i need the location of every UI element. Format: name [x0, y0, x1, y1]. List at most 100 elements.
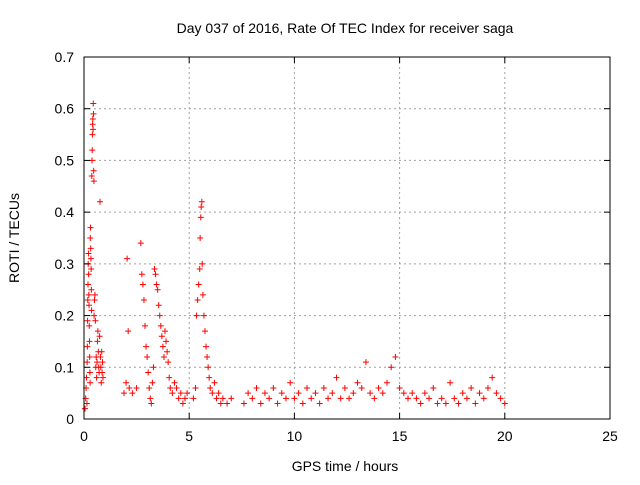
- data-point: [215, 390, 222, 397]
- x-tick-label: 20: [497, 428, 513, 444]
- data-point: [151, 266, 158, 273]
- y-tick-label: 0.7: [55, 49, 75, 65]
- data-point: [90, 110, 97, 117]
- data-point: [426, 395, 433, 402]
- data-point: [138, 271, 145, 278]
- data-point: [197, 214, 204, 221]
- data-point: [123, 379, 130, 386]
- data-point: [162, 328, 169, 335]
- data-point: [358, 384, 365, 391]
- data-point: [90, 100, 97, 107]
- data-point: [165, 359, 172, 366]
- data-point: [120, 390, 127, 397]
- data-point: [93, 374, 100, 381]
- data-point: [442, 400, 449, 407]
- data-point: [173, 384, 180, 391]
- data-point: [299, 400, 306, 407]
- data-point: [158, 333, 165, 340]
- data-point: [94, 328, 101, 335]
- data-point: [97, 353, 104, 360]
- data-point: [287, 379, 294, 386]
- data-point: [320, 384, 327, 391]
- data-point: [489, 374, 496, 381]
- data-point: [421, 390, 428, 397]
- data-point: [179, 400, 186, 407]
- data-point: [199, 291, 206, 298]
- data-point: [417, 400, 424, 407]
- axis-ticks: 0 5 10 15 20 25 0 0.1 0.2 0.3 0.4 0.5 0.6 0.7: [55, 49, 618, 444]
- data-point: [253, 384, 260, 391]
- data-point: [97, 364, 104, 371]
- data-point: [438, 395, 445, 402]
- data-point: [144, 353, 151, 360]
- data-point: [150, 364, 157, 371]
- data-point: [333, 374, 340, 381]
- y-axis-label: ROTI / TECUs: [6, 193, 22, 283]
- data-point: [90, 178, 97, 185]
- data-point: [92, 317, 99, 324]
- data-point: [198, 198, 205, 205]
- data-point: [274, 400, 281, 407]
- data-point: [94, 338, 101, 345]
- data-point: [346, 395, 353, 402]
- data-point: [175, 395, 182, 402]
- data-point: [91, 297, 98, 304]
- data-point: [90, 126, 97, 133]
- data-point: [149, 379, 156, 386]
- data-point: [87, 255, 94, 262]
- data-point: [472, 400, 479, 407]
- y-tick-label: 0.2: [55, 308, 75, 324]
- data-point: [96, 198, 103, 205]
- x-tick-label: 10: [287, 428, 303, 444]
- data-point: [204, 353, 211, 360]
- data-point: [451, 395, 458, 402]
- data-point: [82, 405, 89, 412]
- data-point: [145, 369, 152, 376]
- x-tick-label: 15: [392, 428, 408, 444]
- data-point: [94, 359, 101, 366]
- data-point: [257, 400, 264, 407]
- data-point: [325, 395, 332, 402]
- data-point: [413, 395, 420, 402]
- data-point: [367, 390, 374, 397]
- data-point: [501, 400, 508, 407]
- data-point: [196, 266, 203, 273]
- data-point: [86, 302, 93, 309]
- data-point: [86, 322, 93, 329]
- data-point: [295, 390, 302, 397]
- data-point: [211, 379, 218, 386]
- data-point: [84, 359, 91, 366]
- data-point: [337, 395, 344, 402]
- data-point: [171, 379, 178, 386]
- data-point: [484, 384, 491, 391]
- data-point: [206, 374, 213, 381]
- data-point: [480, 395, 487, 402]
- data-point: [304, 384, 311, 391]
- y-tick-label: 0.6: [55, 101, 75, 117]
- data-point: [219, 395, 226, 402]
- data-point: [140, 297, 147, 304]
- data-point: [86, 353, 93, 360]
- data-point: [146, 384, 153, 391]
- data-point: [164, 348, 171, 355]
- data-point: [278, 390, 285, 397]
- data-point: [86, 369, 93, 376]
- data-point: [89, 131, 96, 138]
- data-point: [169, 390, 176, 397]
- data-point: [198, 203, 205, 210]
- data-point: [493, 390, 500, 397]
- data-point: [291, 395, 298, 402]
- data-point: [270, 384, 277, 391]
- data-point: [192, 384, 199, 391]
- data-points: [82, 100, 508, 412]
- data-point: [383, 379, 390, 386]
- data-point: [316, 400, 323, 407]
- data-point: [205, 364, 212, 371]
- data-point: [89, 116, 96, 123]
- data-point: [468, 384, 475, 391]
- data-point: [199, 260, 206, 267]
- data-point: [459, 390, 466, 397]
- y-tick-label: 0.1: [55, 359, 75, 375]
